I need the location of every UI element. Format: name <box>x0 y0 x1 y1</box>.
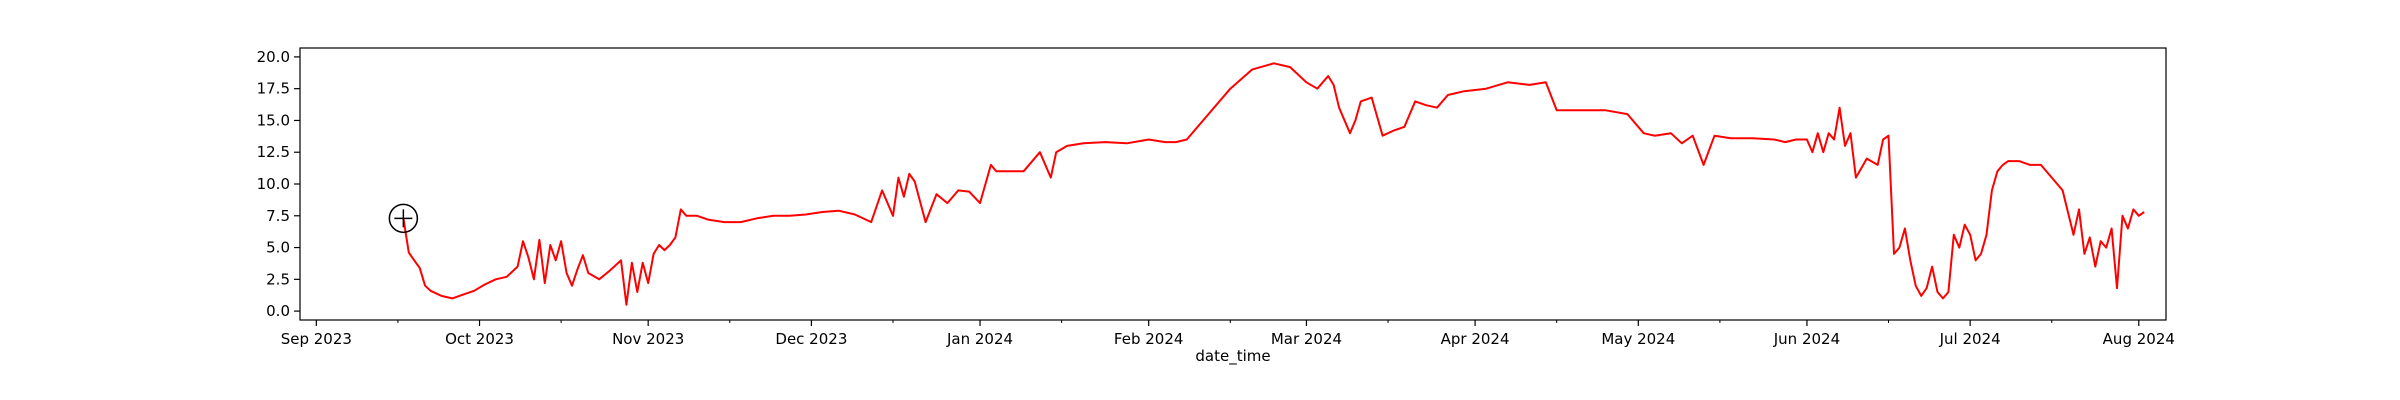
x-axis-label: date_time <box>1195 347 1270 366</box>
annotation-layer <box>388 203 419 234</box>
x-tick-label: Oct 2023 <box>445 330 514 348</box>
x-tick-label: Aug 2024 <box>2103 330 2175 348</box>
x-tick-label: Sep 2023 <box>281 330 352 348</box>
y-tick-label: 20.0 <box>257 48 290 66</box>
x-tick-label: Feb 2024 <box>1114 330 1184 348</box>
x-tick-label: Jan 2024 <box>946 330 1013 348</box>
y-tick-label: 0.0 <box>266 302 290 320</box>
y-tick-label: 17.5 <box>257 80 290 98</box>
x-tick-label: Dec 2023 <box>775 330 847 348</box>
y-tick-label: 10.0 <box>257 175 290 193</box>
y-tick-label: 15.0 <box>257 111 290 129</box>
series-line <box>402 62 2145 306</box>
x-tick-label: Mar 2024 <box>1271 330 1342 348</box>
plot-area <box>402 62 2145 306</box>
y-tick-label: 7.5 <box>266 207 290 225</box>
x-tick-label: Jun 2024 <box>1773 330 1840 348</box>
x-tick-label: May 2024 <box>1601 330 1675 348</box>
x-axis: Sep 2023 Oct 2023 Nov 2023 Dec 2023 Jan 2024… <box>281 320 2175 348</box>
x-tick-label: Jul 2024 <box>1939 330 2001 348</box>
x-tick-label: Apr 2024 <box>1441 330 1510 348</box>
y-tick-label: 5.0 <box>266 239 290 257</box>
y-axis: 0.0 2.5 5.0 7.5 10.0 12.5 15.0 17.5 20.0 <box>257 48 300 320</box>
x-tick-label: Nov 2023 <box>612 330 684 348</box>
crosshair-marker-icon <box>388 203 419 234</box>
y-tick-label: 12.5 <box>257 143 290 161</box>
y-tick-label: 2.5 <box>266 270 290 288</box>
